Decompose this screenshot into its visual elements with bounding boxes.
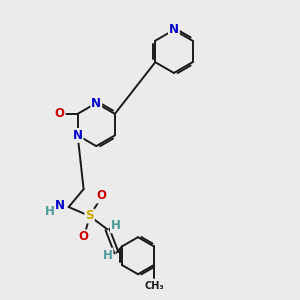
Text: O: O: [55, 107, 65, 120]
Text: H: H: [111, 219, 121, 232]
Text: CH₃: CH₃: [144, 281, 164, 291]
Text: H: H: [45, 205, 55, 218]
Text: N: N: [91, 97, 101, 110]
Text: N: N: [169, 23, 179, 37]
Text: S: S: [85, 209, 94, 223]
Text: N: N: [55, 199, 65, 212]
Text: O: O: [97, 190, 106, 202]
Text: N: N: [73, 129, 82, 142]
Text: H: H: [103, 249, 112, 262]
Text: O: O: [79, 230, 88, 243]
